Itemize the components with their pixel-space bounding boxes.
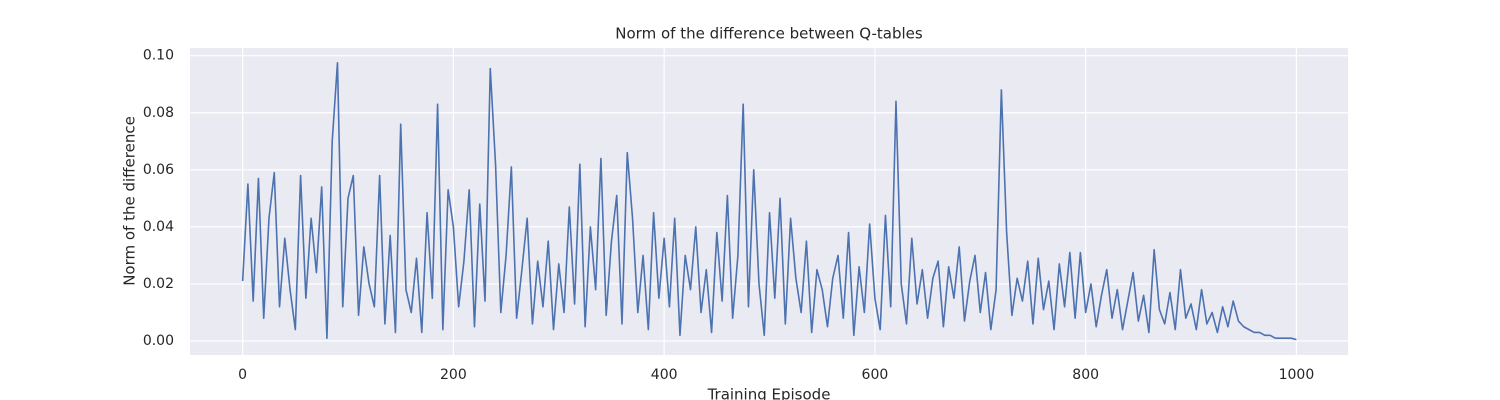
x-axis-label: Training Episode [707, 386, 831, 400]
y-tick-label: 0.04 [143, 219, 174, 235]
x-tick-label: 200 [440, 367, 467, 383]
x-tick-label: 600 [862, 367, 889, 383]
x-tick-label: 800 [1072, 367, 1099, 383]
y-tick-label: 0.02 [143, 276, 174, 292]
y-axis-label: Norm of the difference [121, 116, 139, 286]
x-tick-label: 0 [238, 367, 247, 383]
x-tick-label: 1000 [1279, 367, 1315, 383]
data-line [241, 62, 1297, 341]
y-tick-label: 0.10 [143, 48, 174, 64]
marks [241, 62, 1297, 341]
y-tick-label: 0.08 [143, 105, 174, 121]
chart-title: Norm of the difference between Q-tables [615, 25, 923, 43]
x-tick-label: 400 [651, 367, 678, 383]
y-tick-label: 0.06 [143, 162, 174, 178]
plot-area [190, 48, 1348, 355]
y-tick-label: 0.00 [143, 333, 174, 349]
